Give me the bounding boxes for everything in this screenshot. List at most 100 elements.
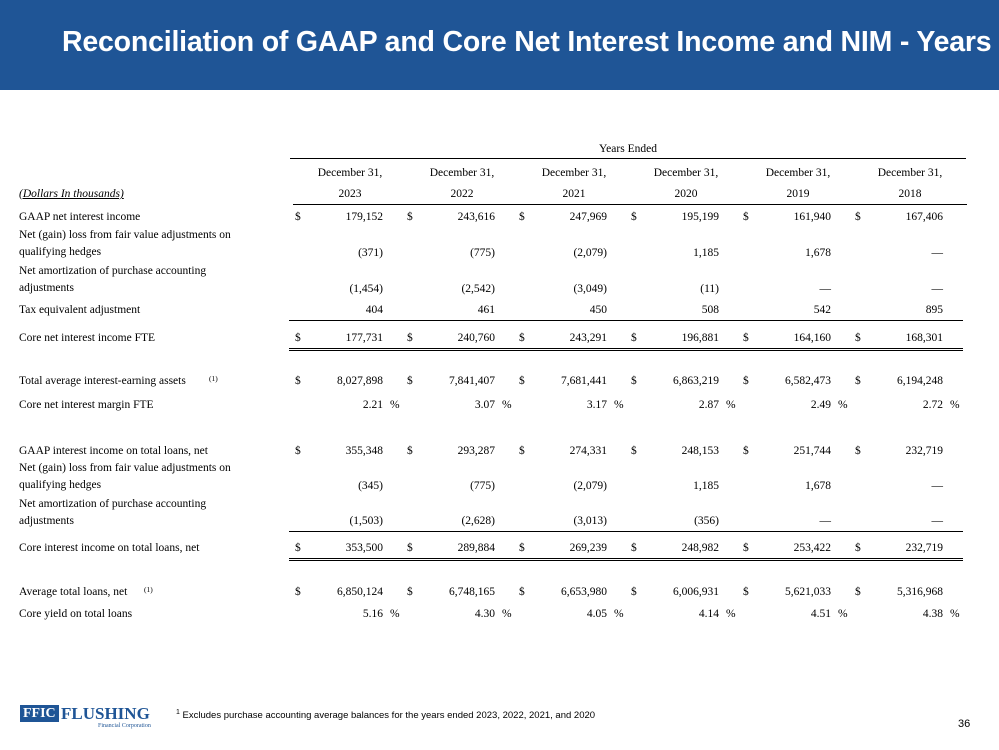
table-cell: 6,748,165 — [449, 586, 495, 598]
table-cell: 8,027,898 — [337, 375, 383, 387]
total-rule — [625, 558, 739, 559]
currency-symbol: $ — [519, 586, 525, 598]
table-cell: 179,152 — [345, 211, 383, 223]
total-rule — [849, 350, 963, 351]
total-rule — [625, 350, 739, 351]
column-date-header: December 31, — [877, 167, 943, 179]
total-rule — [401, 558, 515, 559]
table-cell: 232,719 — [905, 445, 943, 457]
total-rule — [289, 560, 403, 561]
table-cell: 353,500 — [345, 542, 383, 554]
table-cell: 404 — [365, 304, 383, 316]
currency-symbol: $ — [855, 375, 861, 387]
currency-symbol: $ — [295, 332, 301, 344]
years-ended-header: Years Ended — [599, 143, 657, 155]
currency-symbol: $ — [631, 445, 637, 457]
subtotal-rule — [849, 320, 963, 321]
total-rule — [737, 348, 851, 349]
percent-symbol: % — [502, 399, 512, 411]
table-cell: 542 — [813, 304, 831, 316]
table-cell: 6,006,931 — [673, 586, 719, 598]
table-cell: 253,422 — [793, 542, 831, 554]
table-cell: 240,760 — [457, 332, 495, 344]
row-label: Core interest income on total loans, net — [19, 542, 200, 554]
currency-symbol: $ — [519, 542, 525, 554]
percent-symbol: % — [950, 608, 960, 620]
table-cell: (371) — [358, 247, 383, 259]
table-cell: 247,969 — [569, 211, 607, 223]
table-cell: 5,316,968 — [897, 586, 943, 598]
table-cell: 5.16 — [362, 608, 383, 620]
table-cell: 232,719 — [905, 542, 943, 554]
footnote-text: Excludes purchase accounting average bal… — [182, 710, 596, 722]
table-cell: (3,013) — [573, 515, 607, 527]
table-cell: 161,940 — [793, 211, 831, 223]
table-cell: 6,863,219 — [673, 375, 719, 387]
page-title: Reconciliation of GAAP and Core Net Inte… — [62, 26, 992, 58]
table-cell: 168,301 — [905, 332, 943, 344]
table-cell: 461 — [477, 304, 495, 316]
column-year-header: 2023 — [338, 188, 362, 200]
currency-symbol: $ — [631, 586, 637, 598]
table-cell: 6,653,980 — [561, 586, 607, 598]
currency-symbol: $ — [631, 332, 637, 344]
table-cell: 293,287 — [457, 445, 495, 457]
total-rule — [737, 558, 851, 559]
table-cell: (775) — [470, 480, 495, 492]
total-rule — [289, 348, 403, 349]
column-header-rule — [293, 204, 407, 205]
table-cell: (356) — [694, 515, 719, 527]
footnote-ref: (1) — [144, 585, 153, 594]
total-rule — [401, 350, 515, 351]
table-cell: 3.17 — [586, 399, 607, 411]
currency-symbol: $ — [855, 211, 861, 223]
table-cell: 4.14 — [698, 608, 719, 620]
percent-symbol: % — [614, 608, 624, 620]
currency-symbol: $ — [631, 375, 637, 387]
currency-symbol: $ — [295, 375, 301, 387]
row-label: Net (gain) loss from fair value adjustme… — [19, 462, 231, 474]
subtotal-rule — [849, 531, 963, 532]
currency-symbol: $ — [295, 211, 301, 223]
table-cell: 164,160 — [793, 332, 831, 344]
table-cell: 274,331 — [569, 445, 607, 457]
row-label: Tax equivalent adjustment — [19, 304, 141, 316]
row-label: Core net interest income FTE — [19, 332, 156, 344]
footnote-ref: (1) — [209, 374, 218, 383]
table-cell: — — [819, 283, 832, 295]
total-rule — [513, 348, 627, 349]
table-cell: (2,079) — [573, 247, 607, 259]
currency-symbol: $ — [631, 211, 637, 223]
table-cell: 1,678 — [805, 480, 831, 492]
table-cell: (1,503) — [349, 515, 383, 527]
row-label: Core yield on total loans — [19, 608, 133, 620]
table-cell: 355,348 — [345, 445, 383, 457]
total-rule — [513, 560, 627, 561]
currency-symbol: $ — [519, 445, 525, 457]
subtotal-rule — [401, 531, 515, 532]
table-cell: (3,049) — [573, 283, 607, 295]
percent-symbol: % — [838, 399, 848, 411]
total-rule — [289, 350, 403, 351]
table-cell: 243,616 — [457, 211, 495, 223]
row-label: Net amortization of purchase accounting — [19, 265, 207, 277]
table-cell: 6,582,473 — [785, 375, 831, 387]
row-label: qualifying hedges — [19, 479, 102, 491]
subtotal-rule — [737, 531, 851, 532]
currency-symbol: $ — [855, 332, 861, 344]
table-cell: — — [819, 515, 832, 527]
table-cell: 2.72 — [922, 399, 943, 411]
currency-symbol: $ — [743, 332, 749, 344]
subtotal-rule — [289, 531, 403, 532]
currency-symbol: $ — [519, 211, 525, 223]
table-cell: 248,982 — [681, 542, 719, 554]
table-cell: — — [931, 515, 944, 527]
total-rule — [737, 350, 851, 351]
column-date-header: December 31, — [317, 167, 383, 179]
percent-symbol: % — [614, 399, 624, 411]
column-date-header: December 31, — [541, 167, 607, 179]
currency-symbol: $ — [407, 375, 413, 387]
total-rule — [401, 348, 515, 349]
currency-symbol: $ — [519, 375, 525, 387]
row-label: adjustments — [19, 282, 74, 294]
